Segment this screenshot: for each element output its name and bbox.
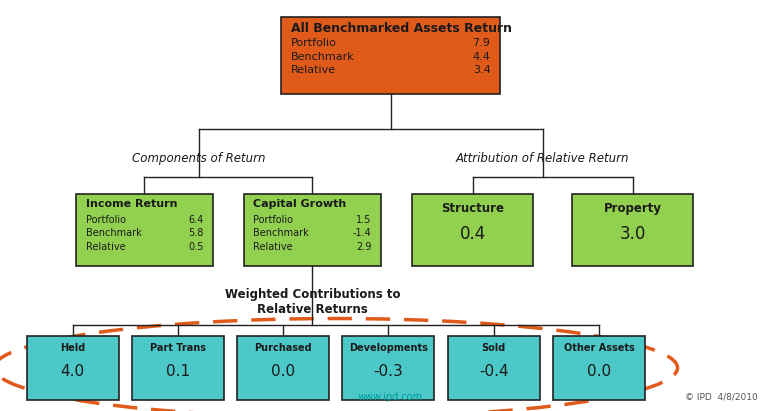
Text: Benchmark: Benchmark [253, 229, 309, 238]
Text: Portfolio: Portfolio [85, 215, 126, 225]
FancyBboxPatch shape [77, 194, 212, 266]
Text: 3.0: 3.0 [619, 225, 646, 243]
Text: 2.9: 2.9 [356, 242, 372, 252]
Text: www.ipd.com: www.ipd.com [358, 392, 423, 402]
Text: Sold: Sold [481, 343, 506, 353]
Text: -1.4: -1.4 [352, 229, 372, 238]
FancyBboxPatch shape [412, 194, 533, 266]
Text: -0.3: -0.3 [373, 365, 403, 379]
Text: Income Return: Income Return [85, 199, 177, 209]
Text: 0.0: 0.0 [271, 365, 294, 379]
Text: 4.0: 4.0 [61, 365, 84, 379]
Text: Portfolio: Portfolio [291, 38, 337, 48]
FancyBboxPatch shape [553, 336, 645, 399]
Text: Property: Property [604, 202, 662, 215]
Text: Relative: Relative [85, 242, 125, 252]
FancyBboxPatch shape [281, 17, 500, 94]
Text: Attribution of Relative Return: Attribution of Relative Return [456, 152, 629, 165]
Text: 3.4: 3.4 [473, 65, 490, 75]
Text: 0.0: 0.0 [587, 365, 611, 379]
FancyBboxPatch shape [572, 194, 694, 266]
Text: Purchased: Purchased [254, 343, 312, 353]
Text: Developments: Developments [349, 343, 427, 353]
Text: Other Assets: Other Assets [564, 343, 634, 353]
FancyBboxPatch shape [342, 336, 434, 399]
Text: Weighted Contributions to
Relative Returns: Weighted Contributions to Relative Retur… [225, 288, 400, 316]
Text: Part Trans: Part Trans [150, 343, 206, 353]
FancyBboxPatch shape [244, 194, 381, 266]
FancyBboxPatch shape [27, 336, 119, 399]
Text: 7.9: 7.9 [473, 38, 490, 48]
Text: Benchmark: Benchmark [291, 52, 355, 62]
Text: Relative: Relative [253, 242, 293, 252]
Text: Portfolio: Portfolio [253, 215, 294, 225]
FancyBboxPatch shape [132, 336, 224, 399]
Text: 1.5: 1.5 [356, 215, 372, 225]
FancyBboxPatch shape [237, 336, 329, 399]
Text: Held: Held [60, 343, 85, 353]
Text: Benchmark: Benchmark [85, 229, 141, 238]
FancyBboxPatch shape [448, 336, 540, 399]
Text: 0.5: 0.5 [188, 242, 203, 252]
Text: 4.4: 4.4 [473, 52, 490, 62]
Text: -0.4: -0.4 [479, 365, 508, 379]
Text: 5.8: 5.8 [188, 229, 203, 238]
Text: Components of Return: Components of Return [133, 152, 266, 165]
Text: All Benchmarked Assets Return: All Benchmarked Assets Return [291, 22, 512, 35]
Text: 6.4: 6.4 [188, 215, 203, 225]
Text: Relative: Relative [291, 65, 336, 75]
Text: Capital Growth: Capital Growth [253, 199, 347, 209]
Text: 0.1: 0.1 [166, 365, 190, 379]
Text: Structure: Structure [441, 202, 504, 215]
Text: © IPD  4/8/2010: © IPD 4/8/2010 [685, 393, 758, 402]
Text: 0.4: 0.4 [459, 225, 486, 243]
